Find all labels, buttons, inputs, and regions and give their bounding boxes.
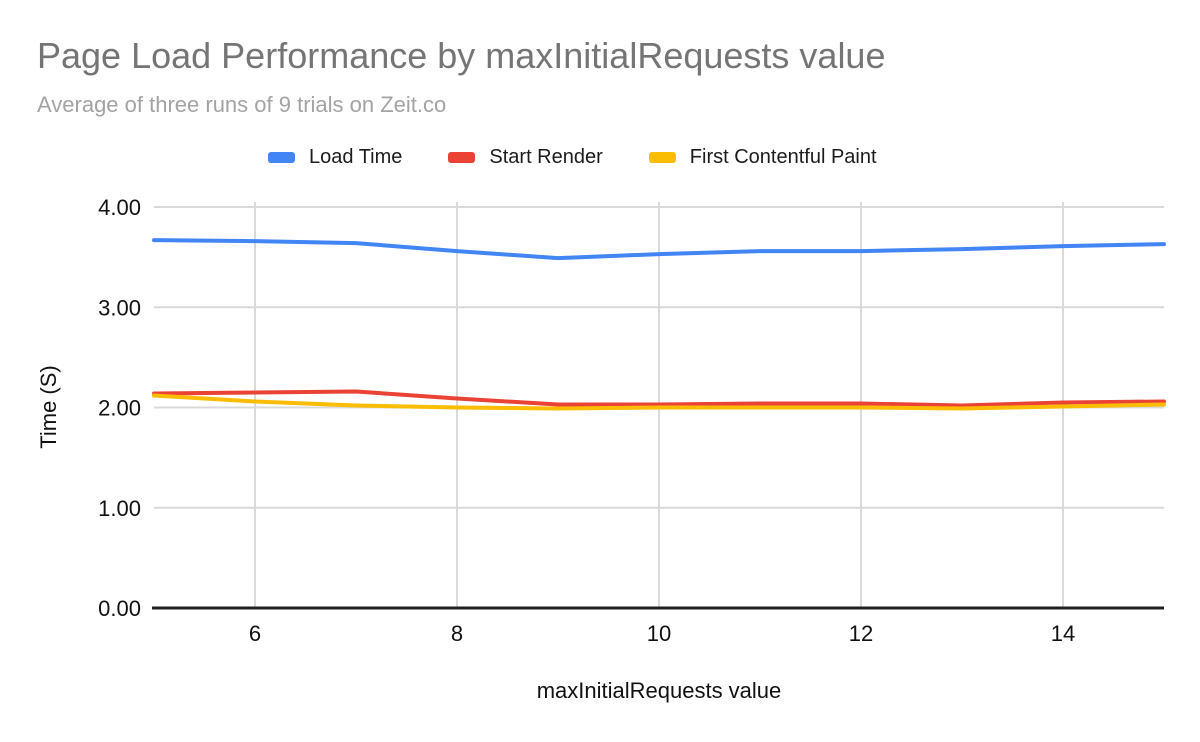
y-tick-label: 1.00	[98, 496, 141, 521]
x-tick-label: 6	[249, 621, 261, 646]
legend-swatch-first-contentful-paint-icon	[648, 152, 676, 163]
x-tick-label: 12	[849, 621, 873, 646]
series-line-start-render	[152, 389, 1166, 408]
chart-subtitle: Average of three runs of 9 trials on Zei…	[37, 92, 447, 117]
legend-swatch-load-time-icon	[268, 152, 295, 163]
x-axis-title: maxInitialRequests value	[536, 678, 782, 703]
legend: Load Time Start Render First Contentful …	[268, 146, 877, 169]
y-tick-label: 0.00	[98, 596, 141, 621]
legend-label-start-render: Start Render	[489, 146, 603, 168]
legend-item-load-time: Load Time	[268, 146, 402, 169]
chart-title: Page Load Performance by maxInitialReque…	[37, 35, 886, 76]
series-line-load-time	[152, 238, 1166, 261]
legend-swatch-start-render-icon	[448, 152, 476, 163]
x-tick-label: 8	[451, 621, 463, 646]
legend-item-first-contentful-paint: First Contentful Paint	[648, 146, 877, 169]
x-tick-label: 10	[647, 621, 671, 646]
y-tick-label: 3.00	[98, 295, 141, 320]
legend-label-load-time: Load Time	[309, 146, 403, 168]
legend-label-first-contentful-paint: First Contentful Paint	[689, 146, 877, 168]
series-line-first-contentful-paint	[152, 393, 1166, 411]
y-axis-title: Time (S)	[36, 365, 61, 449]
legend-item-start-render: Start Render	[448, 146, 603, 169]
y-tick-label: 2.00	[98, 396, 141, 421]
x-tick-label: 14	[1051, 621, 1075, 646]
y-tick-label: 4.00	[98, 195, 141, 220]
